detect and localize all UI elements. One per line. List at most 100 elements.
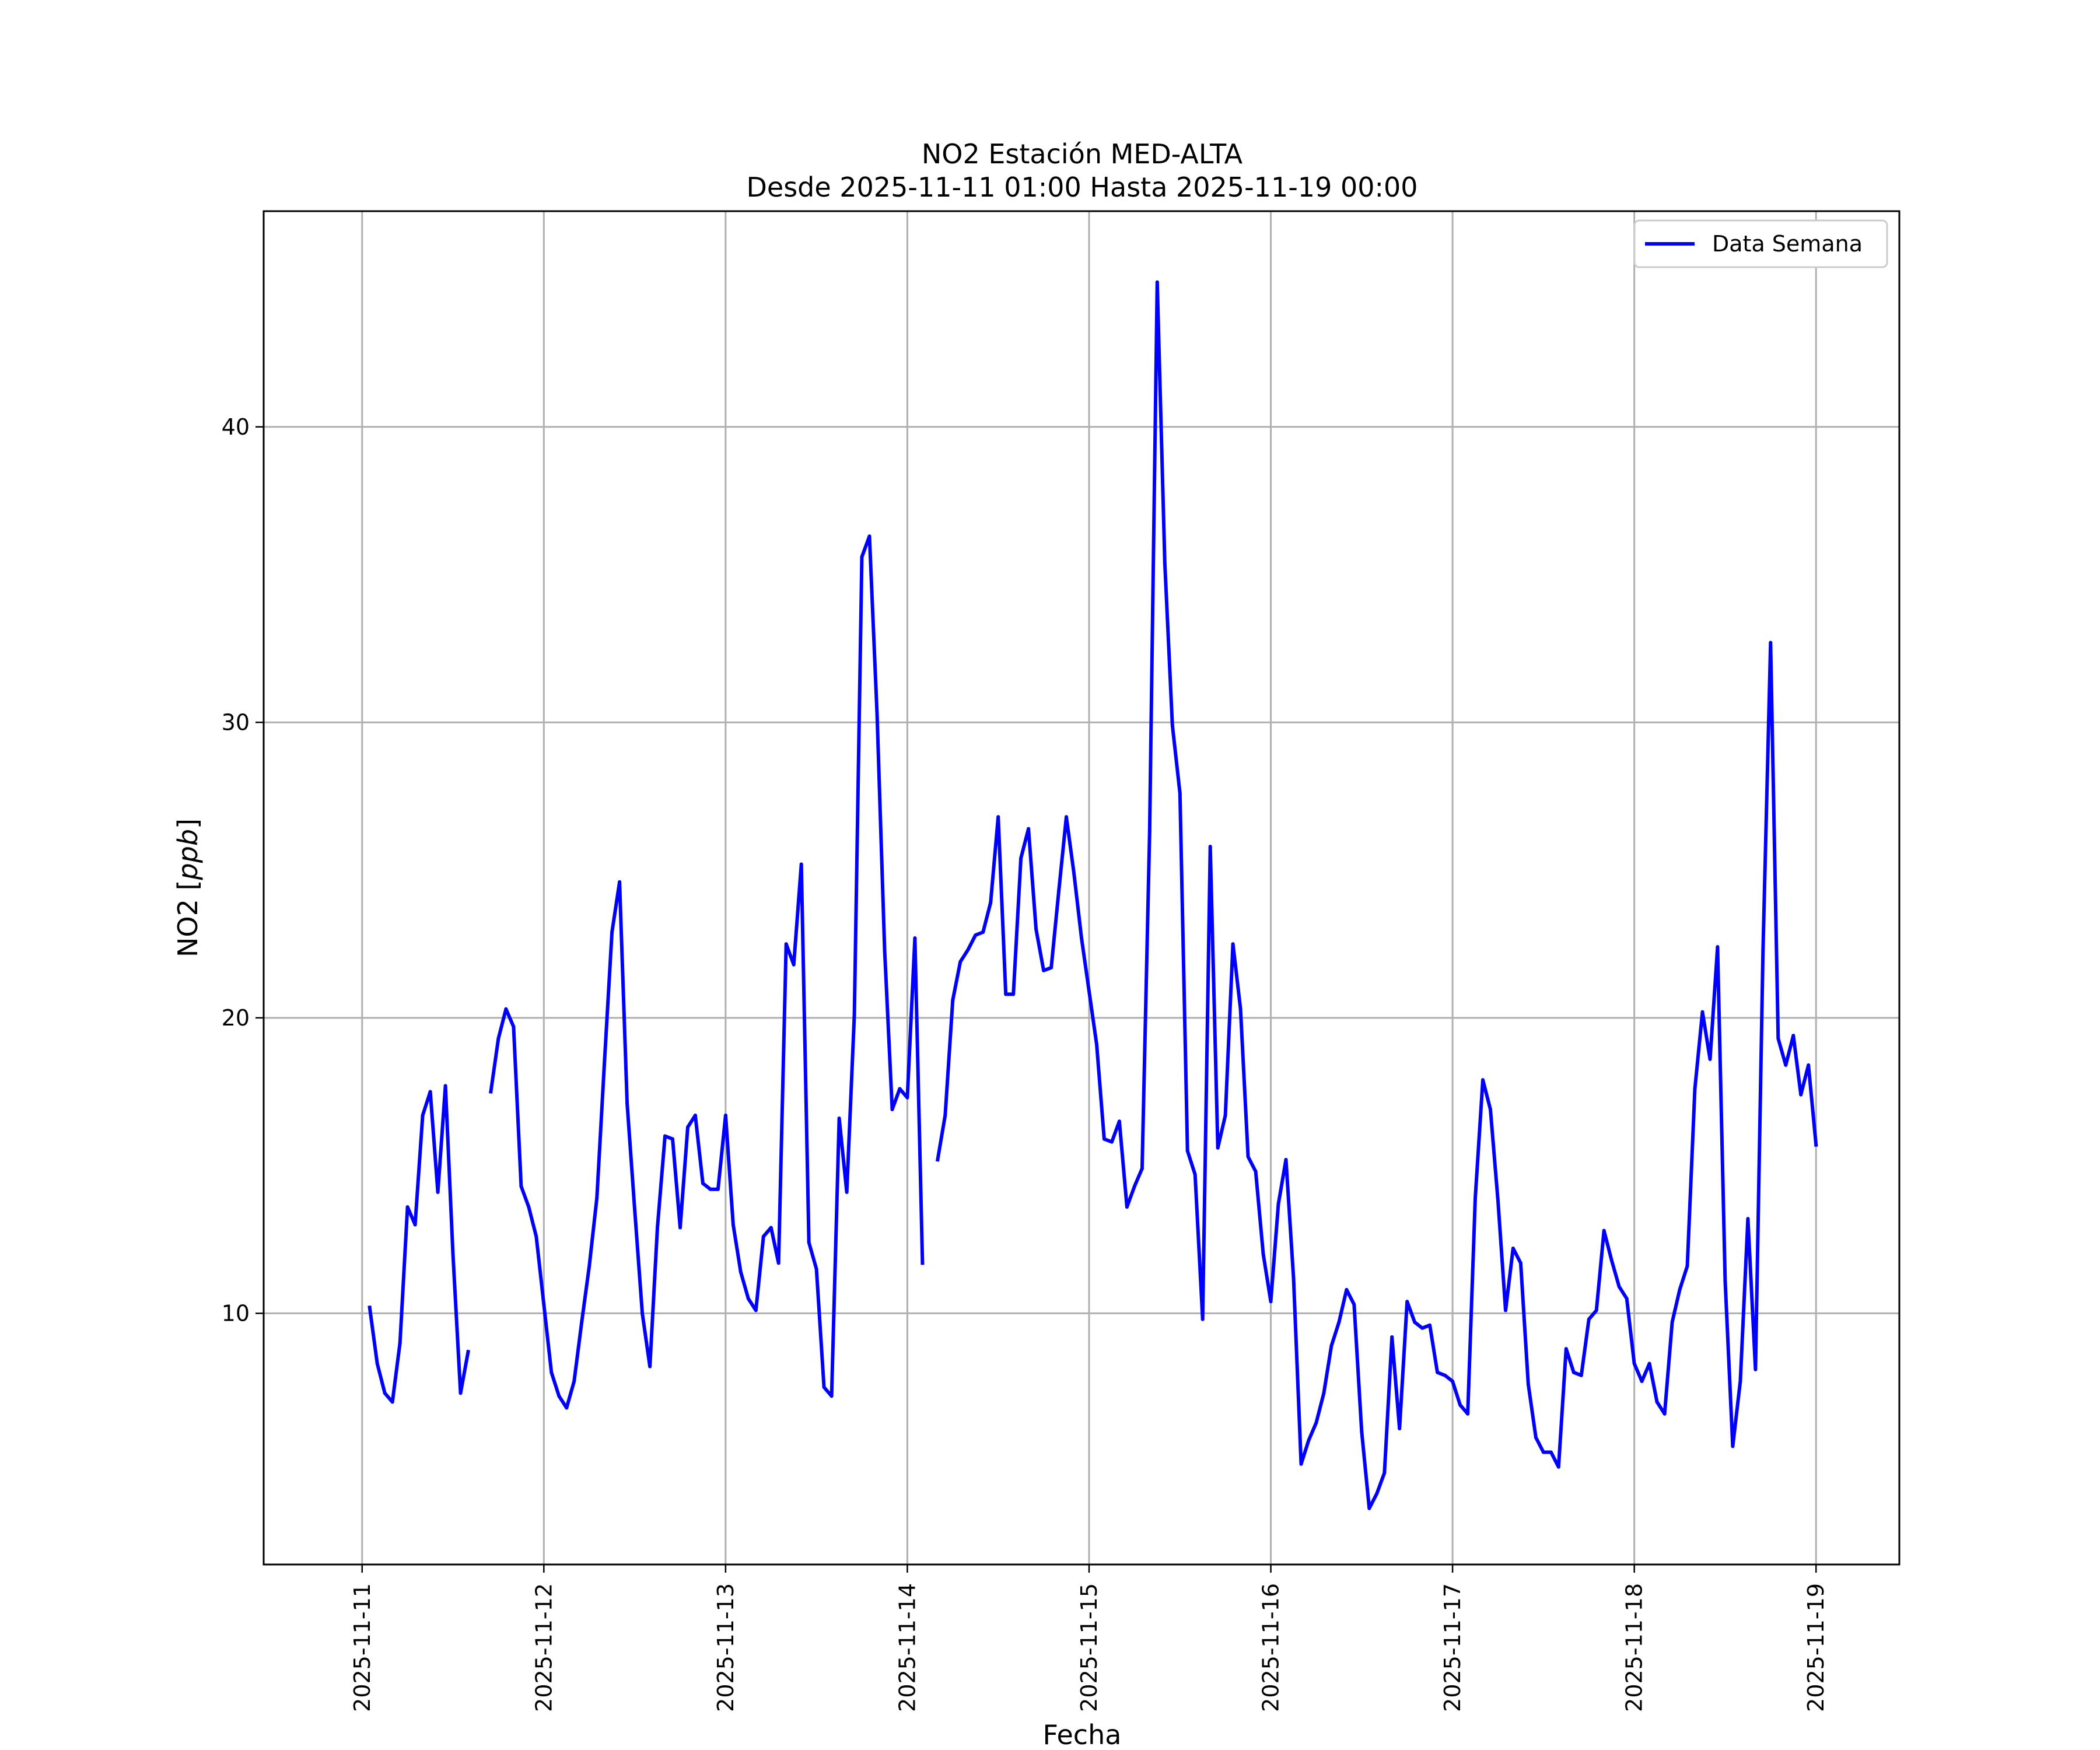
x-axis-ticks: 2025-11-11 2025-11-12 2025-11-13 2025-11-14… [349, 1564, 1829, 1712]
data-point [413, 1223, 417, 1227]
data-point [1261, 1252, 1265, 1256]
data-point [1481, 1078, 1485, 1082]
data-point [1238, 1007, 1242, 1011]
data-point [1413, 1320, 1417, 1324]
data-point [527, 1205, 531, 1209]
data-point [837, 1116, 841, 1121]
data-point [1163, 561, 1167, 565]
chart-subtitle: Desde 2025-11-11 01:00 Hasta 2025-11-19 … [746, 172, 1418, 203]
x-tick-label: 2025-11-13 [713, 1583, 738, 1712]
data-point [860, 555, 864, 559]
data-point [1587, 1317, 1591, 1321]
data-point [1178, 791, 1182, 795]
data-point [1474, 1196, 1477, 1200]
data-point [1489, 1107, 1492, 1111]
data-point [1382, 1471, 1387, 1475]
series-data-semana [368, 280, 1818, 1510]
data-point [1155, 280, 1159, 284]
data-point [1360, 1430, 1364, 1434]
x-tick-label: 2025-11-15 [1076, 1583, 1102, 1712]
data-point [1769, 640, 1773, 645]
data-point [996, 815, 1000, 819]
data-point [943, 1114, 947, 1117]
data-point [1564, 1347, 1568, 1351]
data-point [1784, 1063, 1788, 1067]
data-point [981, 930, 985, 934]
data-point [368, 1306, 372, 1310]
data-point [1791, 1034, 1796, 1038]
data-point [428, 1090, 432, 1094]
data-point [1200, 1317, 1205, 1321]
data-point [1466, 1412, 1470, 1416]
data-point [1057, 889, 1061, 893]
data-point [1602, 1228, 1606, 1233]
data-point [1609, 1258, 1614, 1262]
data-point [830, 1394, 834, 1398]
data-point [1451, 1379, 1455, 1383]
data-point [769, 1226, 773, 1230]
data-point [421, 1114, 425, 1117]
data-point [565, 1406, 569, 1410]
data-point [618, 880, 622, 884]
data-point [1405, 1300, 1409, 1304]
data-point [1678, 1287, 1682, 1292]
data-point [761, 1234, 765, 1238]
data-point [1185, 1149, 1189, 1153]
data-point [776, 1261, 780, 1265]
data-point [443, 1084, 447, 1088]
data-point [390, 1400, 394, 1404]
data-point [716, 1187, 720, 1191]
y-axis-label-suffix: ] [172, 818, 204, 829]
data-point [792, 963, 796, 967]
data-point [1458, 1403, 1462, 1407]
data-point [1314, 1420, 1318, 1424]
legend-label-data-semana: Data Semana [1712, 231, 1863, 257]
data-point [436, 1190, 440, 1194]
data-point [1617, 1284, 1621, 1289]
data-point [1700, 1010, 1704, 1014]
data-point [958, 960, 963, 964]
data-point [1579, 1373, 1583, 1377]
data-point [921, 1261, 925, 1265]
data-point [1269, 1300, 1273, 1304]
data-point [1776, 1037, 1780, 1041]
y-axis-label: NO2 [ppb] [172, 818, 204, 957]
data-point [1087, 989, 1091, 993]
data-point [489, 1090, 493, 1094]
data-point [1322, 1391, 1326, 1395]
data-point [633, 1208, 637, 1212]
data-point [542, 1303, 546, 1307]
data-point [1746, 1217, 1750, 1221]
data-point [1640, 1379, 1644, 1383]
data-point [1276, 1202, 1280, 1206]
data-point [466, 1350, 470, 1354]
data-point [1102, 1137, 1106, 1141]
data-point [375, 1362, 379, 1366]
data-point [1754, 1367, 1758, 1371]
data-point [1443, 1373, 1447, 1377]
data-point [1534, 1436, 1538, 1440]
data-point [1504, 1308, 1507, 1312]
data-point [746, 1297, 750, 1301]
data-point [1647, 1362, 1651, 1366]
data-point [1140, 1167, 1144, 1171]
data-point [1095, 1042, 1098, 1046]
data-point [1814, 1143, 1818, 1147]
x-tick-label: 2025-11-18 [1622, 1583, 1647, 1712]
data-point [678, 1226, 682, 1230]
data-point [1299, 1462, 1303, 1466]
data-point [708, 1187, 712, 1191]
data-point [1072, 871, 1076, 875]
data-point [1012, 992, 1016, 996]
data-point [398, 1341, 402, 1345]
data-point [890, 1107, 894, 1111]
data-point [504, 1007, 508, 1011]
data-point [671, 1137, 674, 1141]
data-point [905, 1096, 909, 1100]
data-point [1594, 1308, 1598, 1312]
data-point [1572, 1370, 1576, 1374]
data-point [951, 998, 955, 1002]
plot-area-frame [262, 210, 1901, 1566]
data-point [845, 1190, 849, 1194]
